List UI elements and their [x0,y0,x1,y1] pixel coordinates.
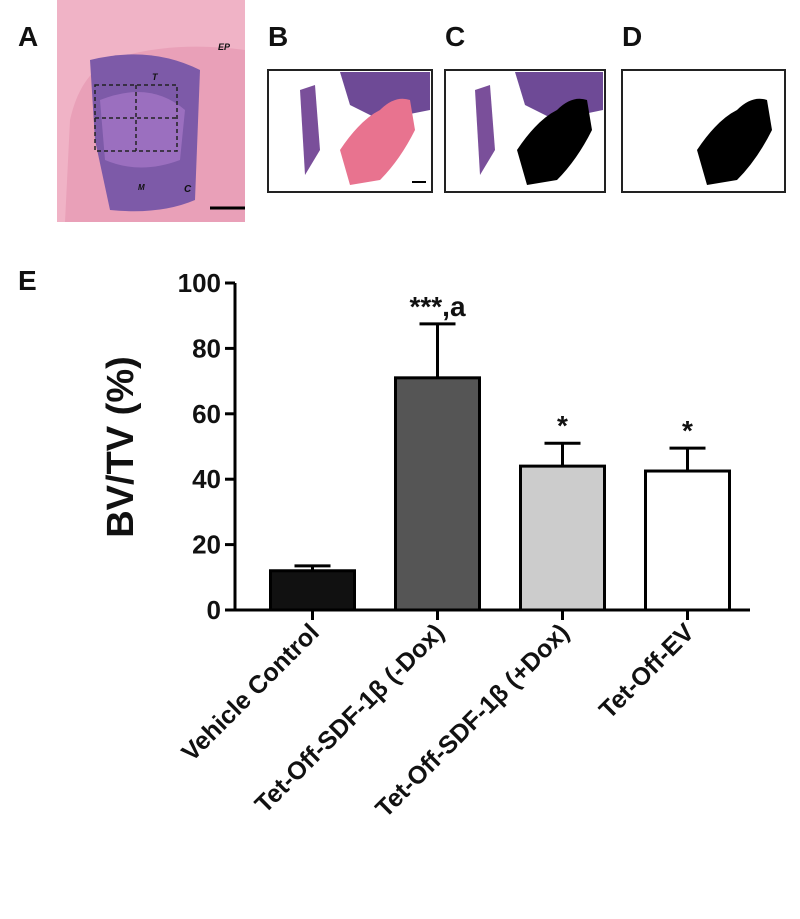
y-tick-label: 0 [207,595,221,625]
annotation: * [682,415,693,446]
y-tick-label: 40 [192,464,221,494]
bar [519,464,606,612]
annotation: * [557,410,568,441]
panel-d-image [621,69,786,193]
y-tick-label: 100 [178,268,221,298]
panel-a-label: M [138,183,145,192]
y-tick-label: 60 [192,399,221,429]
panel-label: C [445,21,465,52]
panel-c-image [444,69,606,193]
annotation: ***,a [409,291,465,322]
panel-label: E [18,265,37,296]
panel-a-label: T [152,72,159,82]
panel-a-image [57,0,245,222]
y-tick-label: 20 [192,530,221,560]
panel-label: A [18,21,38,52]
x-tick-label: Tet-Off-EV [594,618,700,724]
bar [644,469,731,612]
panel-a-label: EP [218,42,231,52]
panel-label: B [268,21,288,52]
panel-label: D [622,21,642,52]
panel-a-label: C [184,184,192,195]
y-tick-label: 80 [192,333,221,363]
panel-b-image [267,69,433,193]
bar [394,376,481,612]
y-axis-label: BV/TV (%) [100,356,142,538]
bar [269,569,356,612]
